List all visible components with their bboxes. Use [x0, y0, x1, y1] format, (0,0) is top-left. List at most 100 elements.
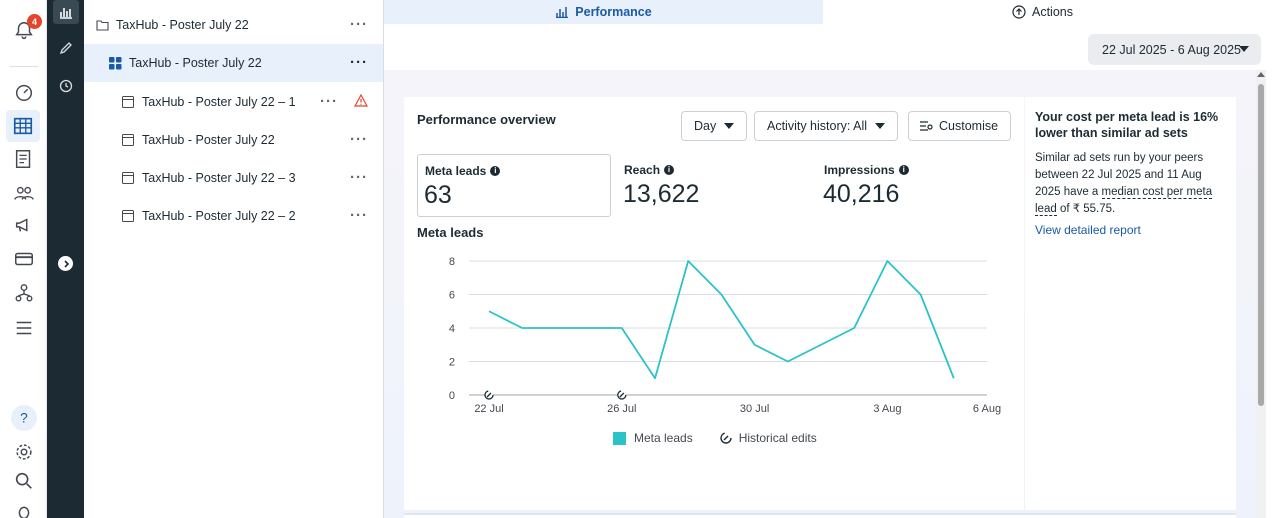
activity-history-label: Activity history: All [767, 119, 868, 133]
more-options-icon[interactable]: ··· [350, 54, 368, 71]
day-dropdown-label: Day [694, 119, 717, 133]
scroll-up-arrow[interactable] [1257, 72, 1265, 77]
metric-label: Meta leads [425, 164, 487, 178]
info-icon[interactable]: i [898, 165, 909, 175]
bar-chart-icon [556, 7, 569, 18]
legend-swatch-meta-leads [613, 431, 626, 445]
warning-icon[interactable] [353, 93, 369, 110]
tree-item-adset[interactable]: TaxHub - Poster July 22 ··· [84, 44, 383, 82]
y-tick-label: 2 [449, 357, 455, 369]
more-options-icon[interactable]: ··· [350, 169, 368, 186]
table-icon [13, 117, 33, 135]
all-tools-button[interactable] [11, 315, 37, 341]
question-icon: ? [20, 411, 28, 426]
more-options-icon[interactable]: ··· [350, 207, 368, 224]
newspaper-icon [15, 150, 31, 168]
gear-icon [16, 444, 32, 460]
tree-item-label: TaxHub - Poster July 22 – 3 [142, 171, 296, 185]
global-nav-rail: 4 ? [0, 0, 47, 518]
chevron-right-icon [63, 259, 69, 268]
more-options-icon[interactable]: ··· [350, 131, 368, 148]
series-line-meta-leads [488, 260, 955, 380]
grid-icon [108, 56, 122, 70]
history-mode-button[interactable] [56, 76, 76, 96]
chart-title: Meta leads [417, 225, 484, 240]
insight-card: Your cost per meta lead is 16% lower tha… [1025, 97, 1236, 510]
tree-item-ad[interactable]: TaxHub - Poster July 22 ··· [84, 121, 383, 159]
insight-text-part: of ₹ 55.75. [1056, 203, 1116, 215]
ad-icon [121, 209, 135, 223]
caret-down-icon [724, 123, 735, 129]
org-chart-icon [15, 284, 33, 302]
ad-icon [121, 171, 135, 185]
customise-icon [920, 121, 933, 131]
caret-down-icon [1239, 46, 1249, 52]
dashboard-button[interactable] [11, 79, 37, 105]
campaigns-button[interactable] [11, 212, 37, 238]
metric-value: 63 [424, 181, 452, 209]
tree-item-ad[interactable]: TaxHub - Poster July 22 – 3 ··· [84, 159, 383, 197]
settings-button[interactable] [11, 439, 37, 465]
tab-performance[interactable]: Performance [384, 0, 823, 24]
business-settings-button[interactable] [11, 280, 37, 306]
ads-manager-button[interactable] [6, 110, 40, 142]
x-tick-label: 22 Jul [474, 403, 503, 415]
meta-leads-line-chart: 0 2 4 6 8 22 Jul 26 Jul 30 Jul 3 Aug 6 Aug [449, 256, 1001, 415]
historical-edit-marker [617, 390, 627, 400]
tree-item-ad[interactable]: TaxHub - Poster July 22 – 2 ··· [84, 197, 383, 235]
tab-label: Actions [1032, 5, 1073, 19]
pages-button[interactable] [11, 146, 37, 172]
credit-card-icon [15, 252, 33, 266]
more-options-icon[interactable]: ··· [350, 16, 368, 33]
tab-actions[interactable]: Actions [823, 0, 1262, 24]
caret-down-icon [875, 123, 886, 129]
chart-legend: Meta leads Historical edits [613, 431, 817, 445]
hamburger-icon [16, 321, 32, 335]
y-tick-label: 4 [449, 323, 455, 335]
help-button[interactable]: ? [11, 405, 37, 431]
editor-mode-strip [47, 0, 84, 518]
median-cost-term[interactable]: median cost per meta lead [1035, 186, 1213, 216]
bar-chart-icon [60, 8, 72, 19]
x-tick-label: 6 Aug [973, 403, 1001, 415]
expand-panel-button[interactable] [58, 256, 73, 271]
legend-label-meta-leads: Meta leads [634, 431, 693, 445]
performance-mode-button[interactable] [53, 0, 79, 24]
tree-item-label: TaxHub - Poster July 22 [129, 56, 262, 70]
card-title: Performance overview [417, 112, 556, 127]
notifications-button[interactable]: 4 [11, 14, 42, 44]
customise-label: Customise [939, 119, 999, 133]
view-tabs: Performance Actions [384, 0, 1262, 24]
metric-impressions[interactable]: Impressions i 40,216 [817, 154, 1007, 217]
date-range-picker[interactable]: 22 Jul 2025 - 6 Aug 2025 [1088, 34, 1261, 65]
metric-reach[interactable]: Reach i 13,622 [617, 154, 807, 217]
view-detailed-report-link[interactable]: View detailed report [1035, 223, 1141, 237]
info-icon[interactable]: i [664, 165, 675, 175]
more-options-icon[interactable]: ··· [320, 93, 338, 110]
y-tick-label: 6 [449, 290, 455, 302]
performance-overview-card: Performance overview Day Activity histor… [404, 97, 1024, 510]
report-bug-button[interactable] [11, 498, 37, 518]
tree-item-campaign[interactable]: TaxHub - Poster July 22 ··· [84, 6, 383, 44]
edit-mode-button[interactable] [56, 38, 76, 58]
notification-badge: 4 [27, 14, 42, 29]
tree-item-ad[interactable]: TaxHub - Poster July 22 – 1 ··· [84, 83, 383, 121]
activity-history-dropdown[interactable]: Activity history: All [754, 111, 899, 141]
metric-meta-leads[interactable]: Meta leads i 63 [417, 154, 611, 217]
megaphone-icon [15, 218, 28, 232]
customise-button[interactable]: Customise [908, 111, 1012, 141]
vertical-scrollbar[interactable] [1256, 70, 1266, 518]
svg-text:?: ? [20, 411, 28, 426]
audiences-button[interactable] [11, 180, 37, 206]
insight-text: Similar ad sets run by your peers betwee… [1035, 150, 1230, 218]
search-button[interactable] [11, 468, 37, 494]
historical-edit-marker [484, 390, 494, 400]
scrollbar-thumb[interactable] [1258, 84, 1264, 406]
info-icon[interactable]: i [490, 166, 501, 176]
day-dropdown[interactable]: Day [681, 111, 748, 141]
insight-text-part: Similar ad sets run by your peers betwee… [1035, 152, 1204, 198]
billing-button[interactable] [11, 246, 37, 272]
edit-marker-pen [486, 392, 492, 398]
tree-item-label: TaxHub - Poster July 22 – 1 [142, 95, 296, 109]
